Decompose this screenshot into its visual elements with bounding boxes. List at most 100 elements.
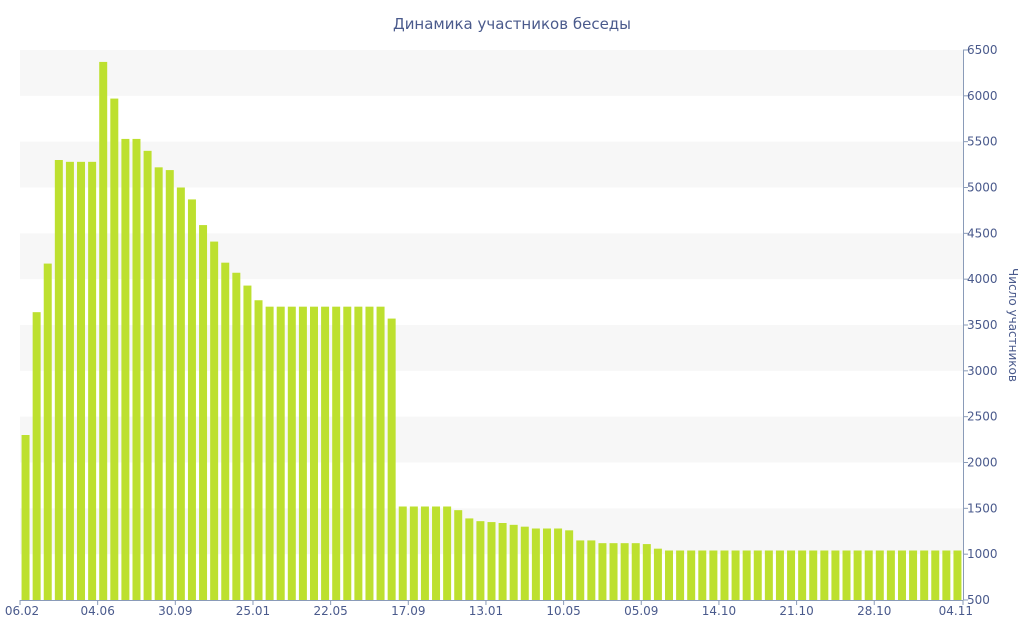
bar bbox=[731, 550, 740, 600]
bar bbox=[587, 540, 596, 600]
bar bbox=[321, 306, 330, 600]
bar bbox=[565, 530, 574, 600]
x-tick-label: 10.05 bbox=[546, 604, 580, 618]
y-tick-label: 4500 bbox=[967, 226, 998, 240]
bar bbox=[698, 550, 707, 600]
x-tick-label: 14.10 bbox=[702, 604, 736, 618]
y-tick-label: 500 bbox=[967, 593, 990, 607]
bar bbox=[942, 550, 951, 600]
bar bbox=[354, 306, 363, 600]
bar bbox=[298, 306, 307, 600]
bar bbox=[687, 550, 696, 600]
bar bbox=[232, 272, 241, 600]
bar bbox=[243, 285, 252, 600]
bar bbox=[554, 528, 563, 600]
y-tick-label: 6000 bbox=[967, 89, 998, 103]
bar bbox=[420, 506, 429, 600]
bar bbox=[676, 550, 685, 600]
bar bbox=[77, 161, 86, 600]
bar bbox=[631, 543, 640, 600]
bar bbox=[831, 550, 840, 600]
bar bbox=[121, 138, 130, 601]
bar bbox=[764, 550, 773, 600]
bar bbox=[576, 540, 585, 600]
x-tick-label: 21.10 bbox=[779, 604, 813, 618]
bar bbox=[187, 199, 196, 601]
bar bbox=[509, 524, 518, 600]
bar bbox=[775, 550, 784, 600]
x-tick-label: 05.09 bbox=[624, 604, 658, 618]
bar bbox=[265, 306, 274, 600]
y-tick-label: 3500 bbox=[967, 318, 998, 332]
bar bbox=[132, 138, 141, 601]
bar bbox=[221, 262, 230, 600]
bar bbox=[176, 187, 185, 600]
bar bbox=[210, 241, 219, 600]
x-tick-label: 13.01 bbox=[469, 604, 503, 618]
chart-title: Динамика участников беседы bbox=[393, 15, 631, 33]
bar bbox=[276, 306, 285, 600]
x-tick-label: 04.06 bbox=[80, 604, 114, 618]
y-ticks: 500 1000 1500 2000 2500 3000 3500 4000 4500 5000 5… bbox=[963, 43, 998, 607]
bar bbox=[54, 160, 63, 600]
x-ticks: 06.02 04.06 30.09 25.01 22.05 17.09 13.01 10.05… bbox=[5, 600, 973, 618]
bar bbox=[653, 548, 662, 600]
bar bbox=[609, 543, 618, 600]
bar bbox=[376, 306, 385, 600]
bar bbox=[886, 550, 895, 600]
bar bbox=[487, 522, 496, 600]
bar bbox=[720, 550, 729, 600]
bar bbox=[154, 167, 163, 600]
y-tick-label: 1500 bbox=[967, 501, 998, 515]
bar bbox=[742, 550, 751, 600]
bar bbox=[864, 550, 873, 600]
bar bbox=[443, 506, 452, 600]
y-tick-label: 4000 bbox=[967, 272, 998, 286]
bar bbox=[809, 550, 818, 600]
bar bbox=[65, 161, 74, 600]
bar bbox=[897, 550, 906, 600]
bar bbox=[709, 550, 718, 600]
bar bbox=[310, 306, 318, 600]
bar bbox=[931, 550, 940, 600]
x-tick-label: 04.11 bbox=[939, 604, 973, 618]
bar bbox=[798, 550, 807, 600]
bar bbox=[287, 306, 296, 600]
bar bbox=[598, 543, 607, 600]
bar bbox=[88, 161, 97, 600]
bar bbox=[165, 170, 174, 600]
bar bbox=[110, 98, 119, 600]
bar bbox=[32, 312, 41, 600]
y-axis-title: Число участников bbox=[1006, 268, 1020, 382]
y-tick-label: 5000 bbox=[967, 181, 998, 195]
bar bbox=[99, 61, 108, 601]
x-tick-label: 22.05 bbox=[313, 604, 347, 618]
bar bbox=[787, 550, 796, 600]
bar bbox=[820, 550, 829, 600]
bar bbox=[398, 506, 407, 600]
bar bbox=[920, 550, 929, 600]
bar bbox=[476, 521, 485, 600]
y-tick-label: 6500 bbox=[967, 43, 998, 57]
bar bbox=[199, 225, 208, 600]
bar bbox=[753, 550, 762, 600]
bar bbox=[254, 300, 263, 600]
grid-band bbox=[20, 50, 963, 96]
bar bbox=[409, 506, 418, 600]
bar bbox=[143, 150, 152, 600]
y-tick-label: 5500 bbox=[967, 135, 998, 149]
bar bbox=[620, 543, 629, 600]
x-tick-label: 25.01 bbox=[236, 604, 270, 618]
bar bbox=[842, 550, 851, 600]
bar bbox=[454, 510, 463, 600]
bar bbox=[531, 528, 540, 600]
bar bbox=[21, 435, 30, 600]
bar bbox=[332, 306, 341, 600]
y-tick-label: 2000 bbox=[967, 456, 998, 470]
y-tick-label: 3000 bbox=[967, 364, 998, 378]
grid-bands bbox=[20, 50, 963, 555]
grid-band bbox=[20, 141, 963, 188]
x-tick-label: 06.02 bbox=[5, 604, 39, 618]
